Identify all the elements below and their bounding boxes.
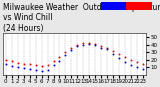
Point [82, 44, 85, 45]
Point [4, 59, 7, 61]
Point [112, 53, 115, 55]
Point [118, 58, 120, 59]
Point [64, 55, 67, 56]
Point [10, 61, 13, 62]
Point [16, 67, 19, 68]
Point [136, 67, 138, 68]
Point [142, 68, 144, 70]
Point [76, 44, 79, 45]
Point [124, 62, 126, 63]
Point [88, 43, 91, 44]
Point [40, 65, 43, 67]
Point [58, 56, 61, 58]
Point [100, 47, 103, 48]
Point [106, 47, 108, 48]
Point [46, 64, 49, 66]
Point [94, 44, 97, 45]
Point [28, 64, 31, 65]
Point [130, 64, 132, 66]
Point [76, 46, 79, 47]
Point [28, 68, 31, 70]
Point [34, 64, 37, 66]
Point [112, 50, 115, 52]
Point [52, 64, 55, 66]
Point [118, 53, 120, 55]
Point [124, 56, 126, 58]
Point [130, 59, 132, 61]
Point [16, 62, 19, 64]
Point [40, 70, 43, 71]
Point [136, 62, 138, 63]
Point [64, 52, 67, 53]
Point [94, 43, 97, 45]
Point [88, 43, 91, 45]
Point [34, 69, 37, 70]
Point [10, 65, 13, 67]
Point [22, 63, 25, 64]
Point [70, 47, 73, 48]
Point [106, 49, 108, 50]
Point [82, 43, 85, 44]
Point [142, 63, 144, 64]
Point [58, 60, 61, 61]
Point [4, 64, 7, 65]
Point [22, 68, 25, 69]
Point [46, 69, 49, 70]
Point [52, 61, 55, 62]
Point [70, 49, 73, 51]
Point [100, 46, 103, 47]
Text: Milwaukee Weather  Outdoor Temperature
vs Wind Chill
(24 Hours): Milwaukee Weather Outdoor Temperature vs… [3, 3, 160, 33]
